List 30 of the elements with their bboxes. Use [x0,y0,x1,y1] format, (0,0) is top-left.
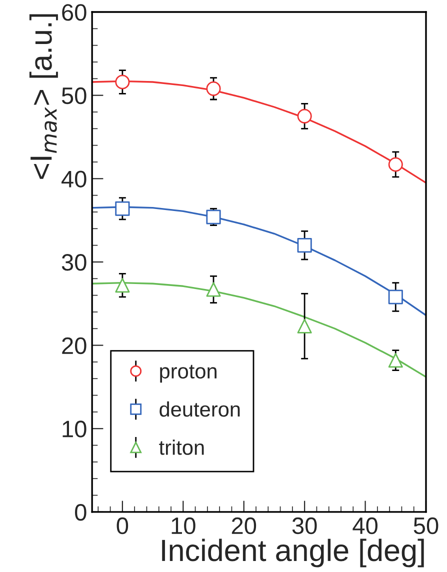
point [297,318,312,334]
legend-label: triton [159,440,204,455]
legend-label: proton [160,364,216,383]
y-tick-label: 0 [75,504,86,521]
y-axis-title: <I$_{max}$> [a.u.] [29,14,58,179]
point [115,201,130,216]
point [388,157,403,172]
y-tick-label: 40 [62,170,86,188]
point [206,282,221,297]
point [297,238,312,253]
y-tick-label: 10 [62,420,86,438]
point [206,81,221,96]
point [388,290,403,304]
point [115,278,130,293]
x-axis-title: Incident angle [deg] [162,538,424,568]
y-tick-label: 30 [62,254,86,271]
x-tick-label: 40 [352,517,378,534]
point [206,210,221,224]
x-tick-label: 0 [116,517,128,534]
y-tick-label: 50 [62,87,86,104]
point [115,74,130,90]
legend-label: deuteron [160,401,240,417]
y-tick-label: 60 [62,4,86,21]
x-tick-label: 20 [232,517,256,534]
y-tick-label: 20 [62,337,86,354]
point [388,353,403,368]
x-tick-label: 50 [414,517,438,534]
point [297,108,312,124]
x-tick-label: 30 [292,517,317,534]
x-tick-label: 10 [172,517,196,534]
